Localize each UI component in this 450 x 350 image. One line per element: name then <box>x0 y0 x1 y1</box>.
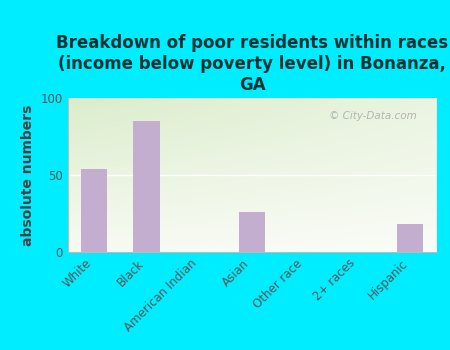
Y-axis label: absolute numbers: absolute numbers <box>21 104 35 246</box>
Bar <box>239 212 265 252</box>
Text: © City-Data.com: © City-Data.com <box>329 112 417 121</box>
Bar <box>397 224 423 252</box>
Bar <box>133 121 160 252</box>
Title: Breakdown of poor residents within races
(income below poverty level) in Bonanza: Breakdown of poor residents within races… <box>56 34 448 94</box>
Bar <box>81 169 107 252</box>
